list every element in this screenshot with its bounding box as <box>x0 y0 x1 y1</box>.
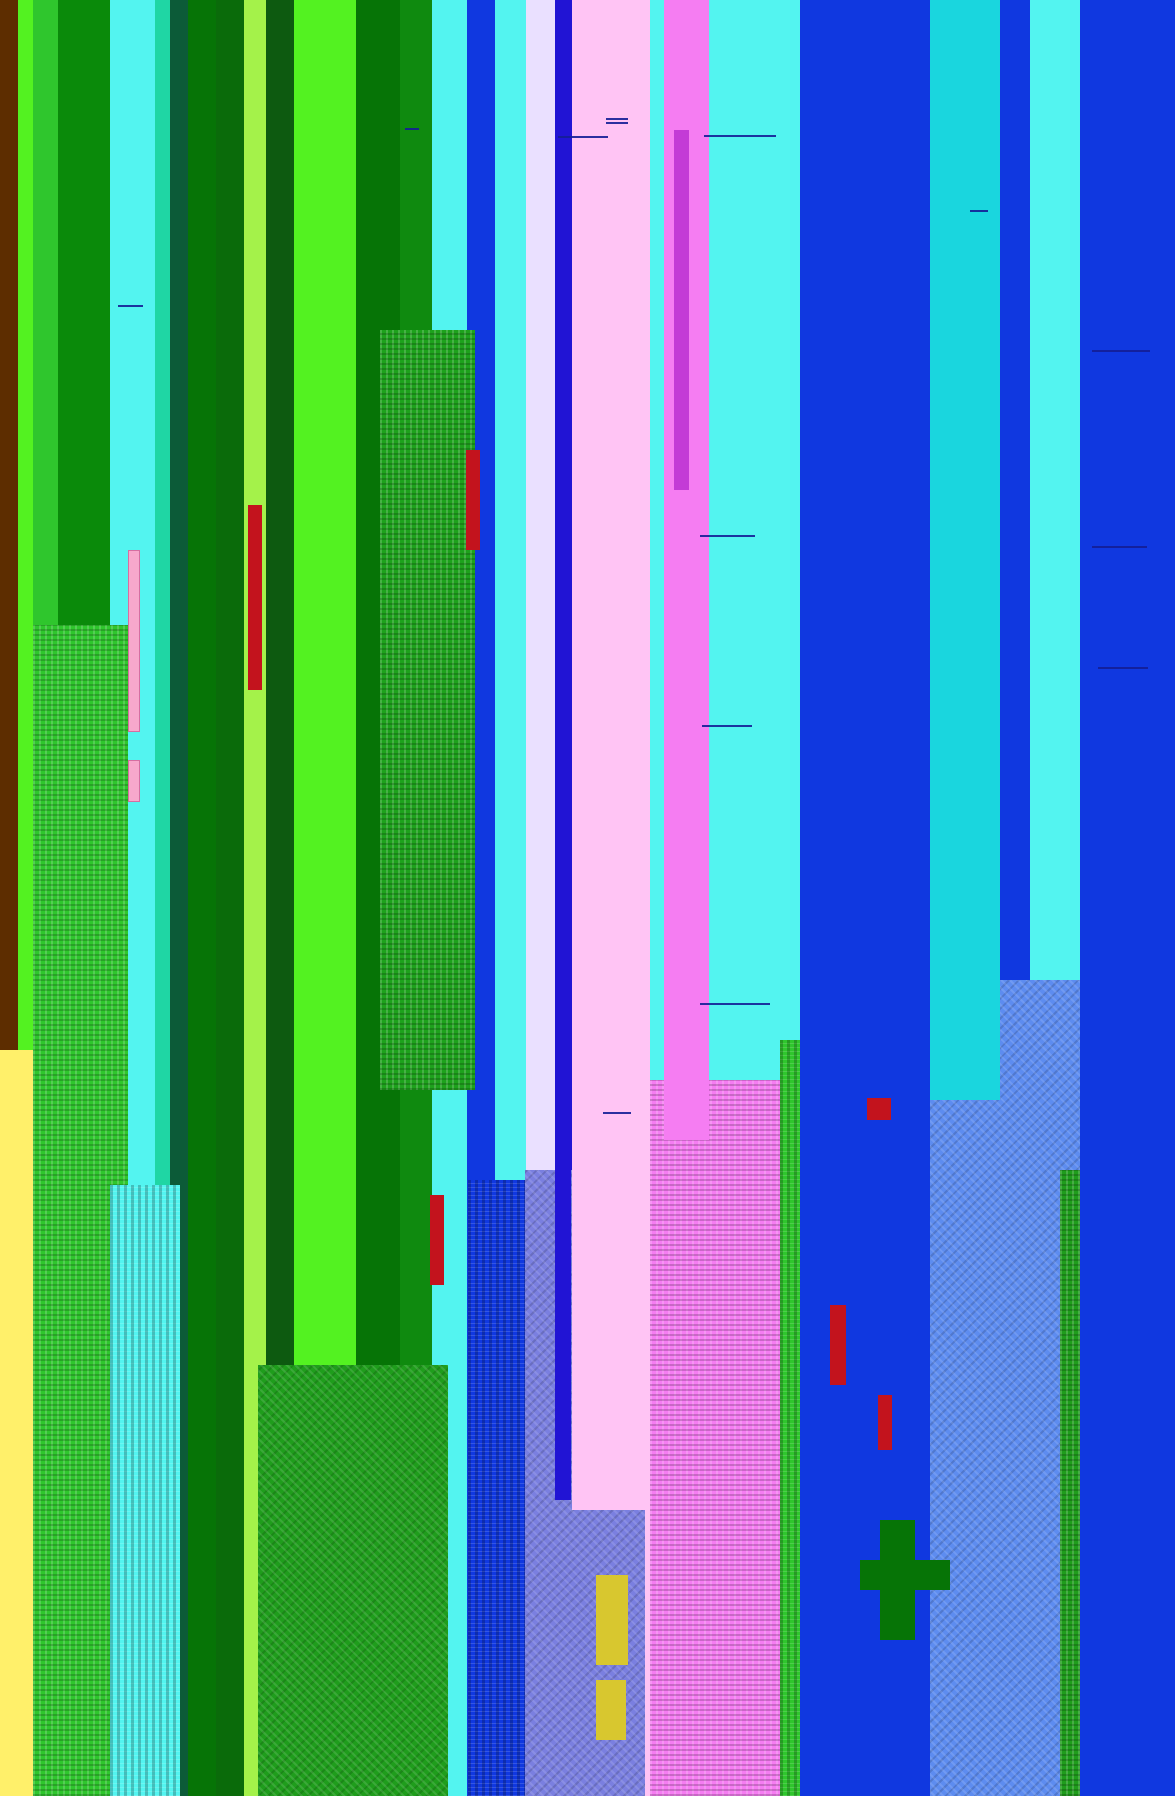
yellow-noise-bottom-1 <box>596 1575 628 1665</box>
blue-divider-2 <box>800 0 930 1796</box>
blue-divider-1 <box>555 0 571 1500</box>
yellow-noise-bottom-2 <box>596 1680 626 1740</box>
dash-9 <box>1092 546 1147 548</box>
red-glitch-6 <box>466 450 480 550</box>
red-glitch-5 <box>430 1195 444 1285</box>
red-glitch-1 <box>867 1098 891 1120</box>
red-glitch-3 <box>878 1395 892 1450</box>
stripe-17 <box>467 0 495 1796</box>
dash-1 <box>606 118 628 120</box>
stripe-5 <box>110 0 155 1796</box>
dash-13 <box>405 128 419 130</box>
dash-11 <box>970 210 988 212</box>
dark-brown-column <box>0 0 18 1050</box>
dash-12 <box>118 305 143 307</box>
stripe-4 <box>58 0 110 1796</box>
pink-bar-2 <box>128 760 140 802</box>
stripe-28 <box>1000 0 1030 1796</box>
stripe-16 <box>456 0 467 1796</box>
red-glitch-2 <box>830 1305 846 1385</box>
red-glitch-4 <box>248 505 262 690</box>
stripe-3 <box>33 0 58 1796</box>
dash-6 <box>702 725 752 727</box>
dash-5 <box>700 535 755 537</box>
stripe-11 <box>266 0 294 1796</box>
stripe-13 <box>356 0 400 1796</box>
stripe-22 <box>650 0 664 1796</box>
green-cross-horizontal <box>860 1560 950 1590</box>
magenta-stroke <box>674 130 689 490</box>
cyan-divider-right <box>930 0 1000 1100</box>
blue-right-edge <box>1080 0 1175 1796</box>
pink-bar-1 <box>128 550 140 732</box>
yellow-column <box>0 1050 33 1796</box>
dash-14 <box>603 1112 631 1114</box>
stripe-10 <box>244 0 266 1796</box>
stripe-15 <box>432 0 456 1796</box>
stripe-12 <box>294 0 356 1796</box>
stripe-14 <box>400 0 432 1796</box>
dash-4 <box>704 135 776 137</box>
dash-2 <box>606 122 628 124</box>
stripe-9 <box>216 0 244 1796</box>
stripe-24 <box>709 0 800 1796</box>
dash-3 <box>558 136 608 138</box>
stripe-6 <box>155 0 170 1796</box>
stripe-8 <box>188 0 216 1796</box>
dash-10 <box>1098 667 1148 669</box>
stripe-7 <box>170 0 188 1796</box>
dash-7 <box>700 1003 770 1005</box>
stripe-19 <box>526 0 556 1796</box>
stripe-18 <box>495 0 526 1796</box>
dash-8 <box>1092 350 1150 352</box>
pink-strip-center <box>572 0 650 1510</box>
stripe-29 <box>1030 0 1080 1796</box>
